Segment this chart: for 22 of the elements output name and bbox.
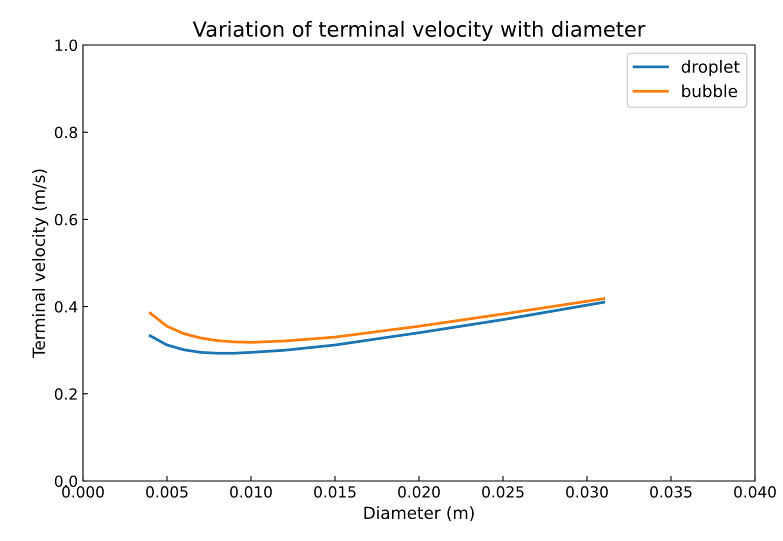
x-tick-label: 0.040 (734, 486, 776, 498)
chart-title: Variation of terminal velocity with diameter (192, 20, 646, 41)
y-tick-label: 0.4 (54, 301, 78, 313)
x-tick-label: 0.010 (230, 486, 272, 498)
line-series (148, 300, 606, 355)
x-tick-label: 0.005 (146, 486, 188, 498)
line-series (148, 297, 606, 344)
legend-label: bubble (682, 84, 738, 98)
y-axis-title: Terminal velocity (m/s) (32, 170, 48, 358)
y-tick-label: 0.0 (54, 475, 78, 488)
x-tick-label: 0.030 (566, 486, 608, 498)
x-tick-label: 0.000 (62, 486, 104, 498)
x-tick-label: 0.015 (314, 486, 356, 498)
y-tick-label: 1.0 (56, 39, 78, 52)
y-tick-label: 0.8 (54, 126, 78, 138)
x-tick-label: 0.020 (398, 486, 440, 498)
legend-label: droplet (682, 60, 740, 76)
x-tick-label: 0.025 (482, 486, 524, 498)
y-tick-label: 0.2 (54, 388, 77, 400)
x-tick-label: 0.035 (650, 486, 692, 498)
y-tick-label: 0.6 (54, 214, 78, 226)
x-axis-title: Diameter (m) (364, 506, 474, 522)
